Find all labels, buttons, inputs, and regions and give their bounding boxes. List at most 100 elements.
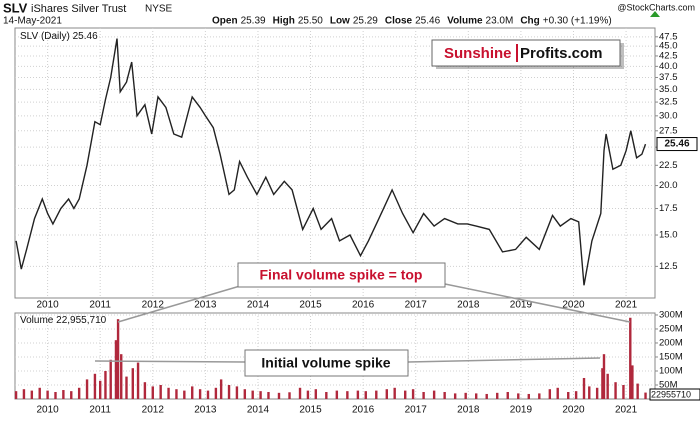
volume-bar	[631, 365, 634, 399]
volume-bar	[219, 379, 223, 399]
logo-box	[431, 39, 621, 67]
volume-bar	[30, 390, 34, 399]
volume-bar	[77, 387, 81, 399]
volume-bar	[104, 370, 107, 399]
volume-bar	[151, 386, 154, 399]
quote-value: 23.0M	[486, 16, 514, 27]
legend-value: 25.46	[73, 31, 98, 42]
volume-bar	[251, 390, 254, 399]
security-name: iShares Silver Trust	[31, 3, 126, 15]
volume-bar	[574, 391, 578, 399]
x-tick-label: 2015	[299, 300, 322, 311]
volume-bar	[267, 391, 270, 399]
volume-bar	[22, 389, 26, 399]
y-tick-label: 100M	[659, 366, 683, 377]
price-line	[15, 38, 647, 286]
volume-bar	[443, 391, 446, 399]
symbol: SLV	[3, 0, 28, 15]
x-tick-label: 2020	[562, 300, 585, 311]
quote-label: High	[273, 16, 295, 27]
volume-bar	[556, 387, 559, 399]
exchange: NYSE	[145, 4, 173, 15]
annotation-box	[244, 349, 409, 377]
x-tick-label: 2010	[36, 300, 59, 311]
y-tick-label: 150M	[659, 351, 683, 362]
volume-bar	[167, 387, 170, 399]
volume-bar	[259, 391, 262, 399]
last-volume-box	[649, 388, 700, 401]
volume-bar	[622, 384, 625, 399]
x-tick-label: 2013	[194, 405, 217, 416]
x-tick-label: 2013	[194, 300, 217, 311]
y-tick-label: 50M	[659, 380, 678, 391]
y-tick-label: 35.0	[659, 84, 678, 95]
y-tick-label: 250M	[659, 323, 683, 334]
x-tick-label: 2011	[89, 405, 111, 416]
y-tick-label: 30.0	[659, 110, 678, 121]
volume-bar	[496, 392, 499, 399]
last-volume: 22955710	[651, 389, 691, 399]
quote-value: 25.29	[353, 16, 378, 27]
volume-bar	[46, 390, 49, 399]
volume-bar	[314, 389, 318, 399]
logo-red: Sunshine	[444, 45, 512, 62]
y-tick-label: 45.0	[659, 41, 678, 52]
y-tick-label: 12.5	[659, 261, 678, 272]
leader-line	[444, 283, 631, 323]
volume-legend: Volume 22,955,710	[20, 315, 107, 326]
volume-bar	[235, 386, 239, 399]
x-tick-label: 2012	[142, 405, 165, 416]
volume-bar	[517, 393, 520, 399]
volume-bar	[375, 390, 378, 399]
volume-bar	[606, 373, 609, 399]
x-tick-label: 2021	[615, 405, 638, 416]
volume-bar	[14, 391, 18, 399]
y-tick-label: 32.5	[659, 97, 678, 108]
volume-bar	[98, 380, 102, 399]
volume-bar	[183, 390, 186, 399]
y-tick-label: 37.5	[659, 72, 678, 83]
x-tick-label: 2018	[457, 300, 480, 311]
y-tick-label: 22.5	[659, 160, 678, 171]
y-tick-label: 17.5	[659, 203, 678, 214]
volume-bar	[120, 354, 123, 399]
volume-bar	[582, 377, 586, 399]
volume-bar	[243, 389, 247, 399]
quote-label: Volume	[447, 16, 483, 27]
volume-bar	[325, 391, 328, 399]
volume-bar	[453, 393, 457, 399]
volume-bar	[548, 389, 552, 399]
volume-bar	[54, 391, 57, 399]
volume-bar	[277, 392, 281, 399]
volume-bar	[404, 390, 407, 399]
x-tick-label: 2012	[142, 300, 165, 311]
volume-bar	[70, 391, 73, 399]
annotation: Initial volume spike	[261, 355, 390, 371]
y-tick-label: 20.0	[659, 180, 678, 191]
volume-bar	[62, 390, 65, 399]
volume-bar	[125, 376, 128, 399]
volume-bar	[288, 392, 291, 399]
volume-panel	[14, 312, 656, 400]
volume-bar	[346, 391, 349, 399]
legend-name: Volume	[20, 315, 54, 326]
volume-bar	[298, 387, 302, 399]
volume-bar	[109, 359, 112, 399]
volume-bar	[432, 390, 436, 399]
volume-bar	[198, 389, 202, 399]
x-tick-label: 2010	[36, 405, 59, 416]
x-tick-label: 2014	[247, 300, 270, 311]
quote-label: Close	[385, 16, 413, 27]
volume-bar	[356, 390, 360, 399]
volume-bar	[175, 389, 178, 399]
volume-bar	[191, 386, 194, 399]
volume-bar	[527, 393, 530, 399]
quote-value: 25.39	[241, 16, 266, 27]
volume-bar	[159, 384, 162, 399]
quote-value: 25.50	[298, 16, 323, 27]
volume-bar	[85, 379, 89, 399]
y-tick-label: 15.0	[659, 230, 678, 241]
up-arrow	[650, 11, 660, 17]
y-tick-label: 27.5	[659, 125, 678, 136]
